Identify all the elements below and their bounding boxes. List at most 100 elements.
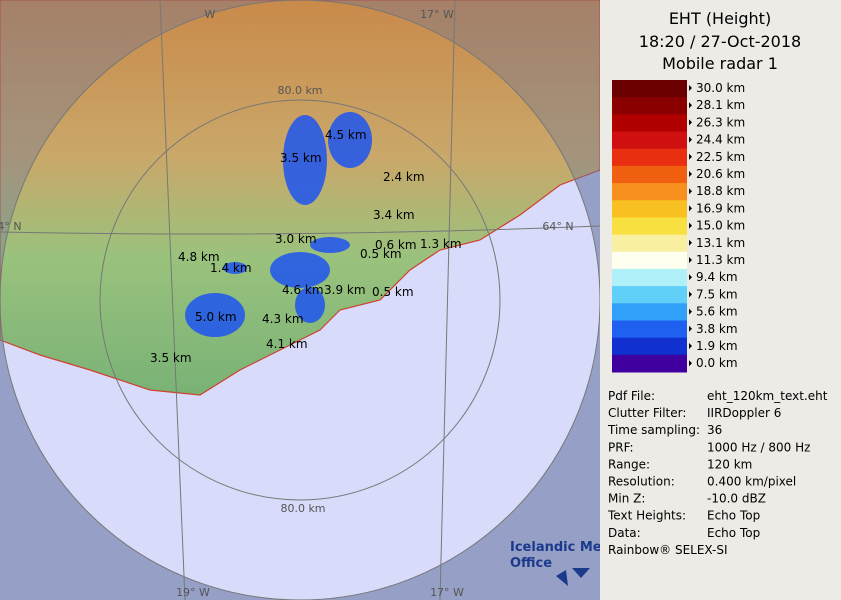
color-band xyxy=(612,165,687,184)
color-band xyxy=(612,183,687,201)
footer: Rainbow® SELEX-SI xyxy=(608,543,728,557)
info-value: -10.0 dBZ xyxy=(707,492,766,506)
info-key: PRF: xyxy=(608,440,634,454)
color-band xyxy=(612,251,687,270)
info-value: IIRDoppler 6 xyxy=(707,406,781,420)
info-value: 120 km xyxy=(707,457,752,471)
legend-label: 16.9 km xyxy=(696,201,745,215)
echo-height: 3.9 km xyxy=(324,283,366,297)
echo-height: 1.3 km xyxy=(420,237,462,251)
logo-text: Icelandic Met xyxy=(510,540,608,555)
legend-label: 22.5 km xyxy=(696,150,745,164)
echo-height: 4.8 km xyxy=(178,250,220,264)
tick-arrow xyxy=(689,257,692,263)
tick-arrow xyxy=(689,119,692,126)
info-key: Pdf File: xyxy=(608,389,655,403)
range-label: 80.0 km xyxy=(280,502,325,515)
tick-arrow xyxy=(689,360,692,367)
color-band xyxy=(612,286,687,304)
echo-height: 4.6 km xyxy=(282,283,324,297)
info-value: 1000 Hz / 800 Hz xyxy=(707,440,810,454)
info-value: eht_120km_text.eht xyxy=(707,389,828,403)
legend-label: 18.8 km xyxy=(696,184,745,198)
legend-label: 7.5 km xyxy=(696,287,738,301)
echo-height: 1.4 km xyxy=(210,261,252,275)
radar-name: Mobile radar 1 xyxy=(662,54,778,73)
legend-label: 3.8 km xyxy=(696,322,738,336)
legend-label: 26.3 km xyxy=(696,115,745,129)
grid-label: 64° N xyxy=(0,220,22,233)
grid-label: 17° W xyxy=(420,8,454,21)
tick-arrow xyxy=(689,205,692,212)
timestamp: 18:20 / 27-Oct-2018 xyxy=(639,32,801,51)
color-band xyxy=(612,80,687,98)
info-key: Text Heights: xyxy=(607,509,686,523)
info-key: Data: xyxy=(608,526,641,540)
legend-label: 9.4 km xyxy=(696,270,738,284)
echo-height: 0.5 km xyxy=(372,285,414,299)
info-key: Resolution: xyxy=(608,475,675,489)
color-band xyxy=(612,234,687,253)
color-band xyxy=(612,303,687,321)
tick-arrow xyxy=(689,188,692,195)
range-label: 80.0 km xyxy=(277,84,322,97)
grid-label: W xyxy=(205,8,216,21)
grid-label: 19° W xyxy=(176,586,210,599)
info-key: Clutter Filter: xyxy=(608,406,686,420)
echo-height: 3.0 km xyxy=(275,232,317,246)
legend-label: 30.0 km xyxy=(696,81,745,95)
legend-label: 15.0 km xyxy=(696,219,745,233)
title: EHT (Height) xyxy=(669,9,771,28)
echo-height: 3.5 km xyxy=(150,351,192,365)
legend-label: 13.1 km xyxy=(696,236,745,250)
color-band xyxy=(612,97,687,115)
legend-label: 24.4 km xyxy=(696,133,745,147)
tick-arrow xyxy=(689,222,692,229)
legend-label: 1.9 km xyxy=(696,339,738,353)
tick-arrow xyxy=(689,343,692,349)
tick-arrow xyxy=(689,239,692,246)
legend-label: 0.0 km xyxy=(696,356,738,370)
legend-label: 20.6 km xyxy=(696,167,745,181)
info-value: Echo Top xyxy=(707,509,760,523)
tick-arrow xyxy=(689,136,692,143)
color-band xyxy=(612,217,687,236)
info-key: Range: xyxy=(608,457,650,471)
tick-arrow xyxy=(689,85,692,91)
info-key: Time sampling: xyxy=(607,423,700,437)
tick-arrow xyxy=(689,102,692,109)
tick-arrow xyxy=(689,308,692,315)
legend-label: 11.3 km xyxy=(696,253,745,267)
color-band xyxy=(612,268,687,287)
tick-arrow xyxy=(689,153,692,160)
info-value: Echo Top xyxy=(707,526,760,540)
tick-arrow xyxy=(689,171,692,177)
legend-label: 28.1 km xyxy=(696,98,745,112)
color-band xyxy=(612,320,687,339)
grid-label: 64° N xyxy=(542,220,573,233)
info-value: 36 xyxy=(707,423,722,437)
map: W 17° W 64° N 64° N 19° W 17° W 80.0 km 80.0 km… xyxy=(0,0,608,600)
grid-label: 17° W xyxy=(430,586,464,599)
info-value: 0.400 km/pixel xyxy=(707,475,796,489)
color-band xyxy=(612,200,687,218)
echo-height: 0.6 km xyxy=(375,238,417,252)
echo-height: 0.5 km xyxy=(360,247,402,261)
color-band xyxy=(612,148,687,167)
echo-height: 3.4 km xyxy=(373,208,415,222)
echo-height: 4.1 km xyxy=(266,337,308,351)
legend-label: 5.6 km xyxy=(696,305,738,319)
echo-height: 4.5 km xyxy=(325,128,367,142)
echo-height: 2.4 km xyxy=(383,170,425,184)
color-band xyxy=(612,114,687,133)
tick-arrow xyxy=(689,274,692,281)
logo-text: Office xyxy=(510,556,552,571)
tick-arrow xyxy=(689,325,692,332)
info-key: Min Z: xyxy=(608,492,645,506)
color-band xyxy=(612,354,687,373)
echo-height: 5.0 km xyxy=(195,310,237,324)
tick-arrow xyxy=(689,291,692,298)
color-band xyxy=(612,337,687,356)
echo-height: 3.5 km xyxy=(280,151,322,165)
